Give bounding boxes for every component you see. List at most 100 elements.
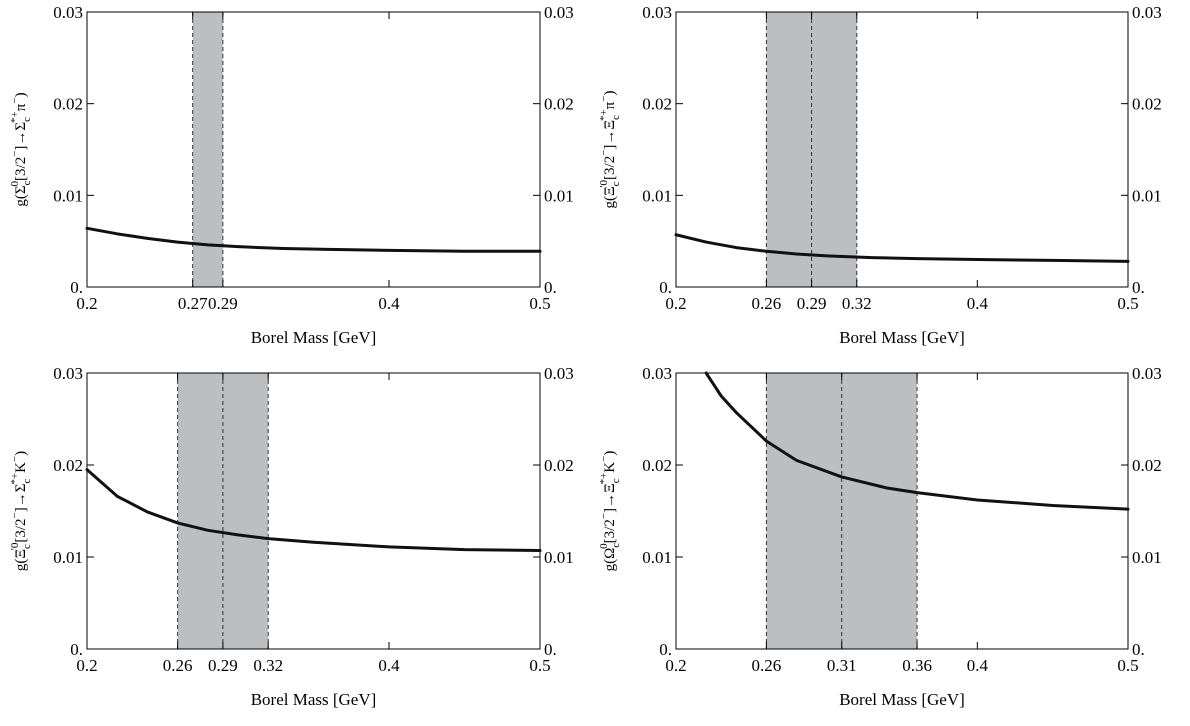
y-tick-label-right: 0. [1132,640,1145,659]
plot-frame [86,372,541,650]
y-axis-label-part: − [9,456,21,462]
y-axis-label-part: ) [13,92,29,97]
x-tick-label: 0.5 [529,294,550,313]
y-tick-label-left: 0.01 [53,186,83,205]
y-tick-label-left: 0.03 [642,3,672,22]
y-tick-label-right: 0.02 [544,456,574,475]
x-tick-label: 0.29 [208,294,238,313]
y-axis-label-part: Σ [13,122,29,131]
y-tick-label-right: 0.01 [1132,548,1162,567]
y-tick-label-left: 0. [70,640,83,659]
y-tick-label-left: 0.03 [642,364,672,383]
y-axis-label: g(Ξc'0[3/2−]→Σc*+K−) [9,451,33,571]
coupling-curve [85,226,542,253]
y-tick-label-left: 0.02 [642,95,672,114]
y-axis-label-part: K [602,462,618,473]
x-tick-label: 0.26 [752,294,782,313]
y-axis-label-part: − [598,513,610,519]
y-axis-label-part: − [598,96,610,102]
y-tick-label-left: 0.01 [642,548,672,567]
y-axis-label-part: Ξ [13,549,29,559]
x-tick-label: 0.5 [529,656,550,675]
y-axis-label-part: c [610,543,622,548]
y-axis-label-part: c [21,544,33,549]
y-tick-label-left: 0.02 [53,95,83,114]
y-axis-label-part: [3/2 [602,156,618,180]
y-tick-label-left: 0.01 [53,548,83,567]
x-tick-label: 0.4 [378,294,400,313]
y-axis-label-part: ]→ [602,493,618,513]
y-axis-label-part: [3/2 [602,519,618,543]
y-tick-label-right: 0. [1132,278,1145,297]
x-tick-label: 0.26 [163,656,193,675]
x-axis-label: Borel Mass [GeV] [839,690,965,709]
x-tick-label: 0.32 [842,294,872,313]
y-axis-label-part: Σ [13,484,29,493]
y-axis-label-part: − [598,150,610,156]
chart-panel-top-right: 0.2 0.26 0.29 0.32 0.4 0.50. 0.0.01 0.010.02 0.0… [598,3,1162,347]
x-axis-label: Borel Mass [GeV] [839,328,965,347]
y-axis-label-part: Ξ [602,483,618,493]
y-axis-label-part: ) [13,451,29,456]
y-axis-label-part: ]→ [13,131,29,151]
y-tick-label-left: 0. [70,278,83,297]
y-axis-label-part: − [9,151,21,157]
borel-window-band [192,12,223,287]
y-axis-label-part: Ξ [602,186,618,196]
y-axis-label-part: c [610,181,622,186]
x-tick-label: 0.32 [253,656,283,675]
y-tick-label-right: 0.02 [1132,95,1162,114]
y-axis-label-part: Ω [602,548,618,559]
y-axis-label-part: *+ [598,473,610,485]
x-tick-label: 0.5 [1117,294,1138,313]
y-axis-label: g(Ωc0[3/2−]→Ξc*+K−) [598,451,622,572]
y-axis-label: g(Σc0[3/2−]→Σc*+π−) [9,92,33,206]
y-axis-label-part: g( [13,194,29,207]
y-tick-label-left: 0.02 [53,456,83,475]
y-tick-label-right: 0.03 [544,3,574,22]
y-axis-label-part: π [13,103,29,111]
x-tick-label: 0.2 [665,294,686,313]
x-axis-label: Borel Mass [GeV] [251,690,377,709]
y-axis-label-part: Σ [13,185,29,194]
x-tick-label: 0.26 [752,656,782,675]
x-tick-label: 0.4 [967,656,989,675]
chart-panel-top-left: 0.2 0.27 0.29 0.4 0.50. 0.0.01 0.010.02 0.020.0… [9,3,574,347]
x-tick-label: 0.36 [902,656,932,675]
y-axis-label-part: ) [602,451,618,456]
y-axis-label-part: ]→ [13,492,29,512]
plot-frame [675,372,1129,650]
y-tick-label-left: 0.01 [642,186,672,205]
x-tick-label: 0.2 [76,656,97,675]
y-tick-label-left: 0.02 [642,456,672,475]
x-tick-label: 0.5 [1117,656,1138,675]
y-axis-label-part: [3/2 [13,518,29,542]
y-tick-label-right: 0.01 [544,186,574,205]
x-tick-label: 0.29 [208,656,238,675]
y-axis-label-part: 0 [598,543,610,549]
y-axis-label-part: c [610,115,622,120]
y-tick-label-left: 0.03 [53,3,83,22]
coupling-curve [85,468,542,553]
y-axis-label-part: *+ [598,109,610,121]
y-axis-label-part: c [21,117,33,122]
y-axis-label-part: − [9,97,21,103]
y-axis-label: g(Ξc'0[3/2−]→Ξc*+π−) [598,91,622,209]
y-tick-label-right: 0.03 [544,364,574,383]
x-tick-label: 0.29 [797,294,827,313]
y-axis-label-part: 0 [9,180,21,186]
y-axis-label-part: g( [602,559,618,572]
chart-panel-bottom-left: 0.2 0.26 0.29 0.32 0.4 0.50. 0.0.01 0.010.02 0.0… [9,364,574,709]
chart-panel-bottom-right: 0.2 0.26 0.31 0.36 0.4 0.50. 0.0.01 0.010.02 0.0… [598,364,1162,709]
y-tick-label-left: 0. [659,278,672,297]
y-axis-label-part: K [13,462,29,473]
y-axis-label-part: ]→ [602,130,618,150]
y-axis-label-part: '0 [9,542,21,550]
y-axis-label-part: g( [602,196,618,209]
y-axis-label-part: − [9,512,21,518]
plot-frame [86,11,541,288]
y-axis-label-part: c [610,478,622,483]
y-tick-label-right: 0.01 [544,548,574,567]
y-axis-label-part: ) [602,91,618,96]
y-axis-label-part: Ξ [602,120,618,130]
